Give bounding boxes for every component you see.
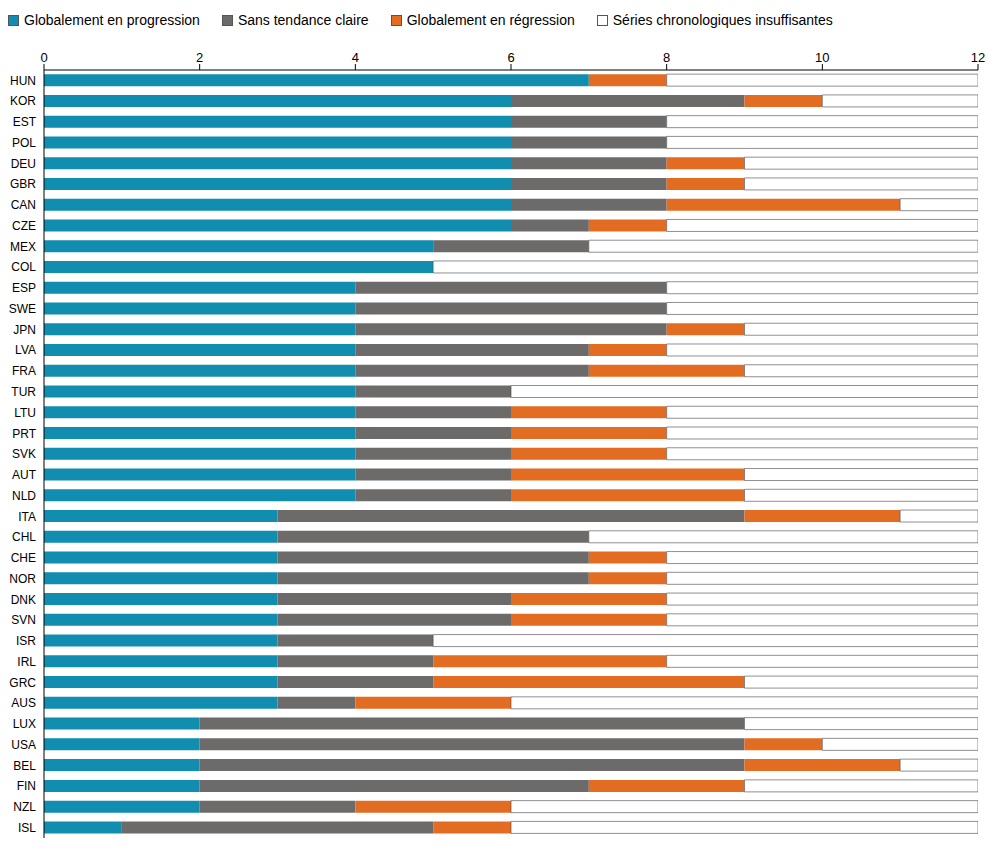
svg-text:12: 12	[971, 50, 985, 65]
svg-text:0: 0	[40, 50, 47, 65]
html-text:Séries chronologiques insuffis: Séries chronologiques insuffisantes	[612, 12, 833, 28]
svg-text:DEU: DEU	[11, 157, 36, 171]
svg-text:NLD: NLD	[12, 489, 36, 503]
svg-text:ITA: ITA	[18, 510, 36, 524]
svg-text:GBR: GBR	[10, 177, 36, 191]
svg-text:KOR: KOR	[10, 94, 36, 108]
svg-text:SWE: SWE	[9, 302, 36, 316]
svg-text:HUN: HUN	[10, 74, 36, 88]
svg-text:LTU: LTU	[14, 406, 36, 420]
svg-text:PRT: PRT	[12, 427, 36, 441]
svg-text:2: 2	[196, 50, 203, 65]
svg-text:POL: POL	[12, 136, 36, 150]
svg-text:8: 8	[663, 50, 670, 65]
svg-text:6: 6	[507, 50, 514, 65]
svg-text:USA: USA	[11, 738, 36, 752]
svg-text:SVK: SVK	[12, 447, 36, 461]
svg-text:CHE: CHE	[11, 551, 36, 565]
svg-text:EST: EST	[13, 115, 37, 129]
html-text:Globalement en progression: Globalement en progression	[24, 12, 200, 28]
svg-text:GRC: GRC	[9, 676, 36, 690]
svg-text:BEL: BEL	[13, 759, 36, 773]
svg-text:LUX: LUX	[13, 717, 36, 731]
html-text:Sans tendance claire: Sans tendance claire	[237, 12, 369, 28]
svg-text:TUR: TUR	[11, 385, 36, 399]
svg-text:CHL: CHL	[12, 530, 36, 544]
svg-text:ISR: ISR	[16, 634, 36, 648]
svg-text:AUS: AUS	[11, 696, 36, 710]
svg-text:NOR: NOR	[9, 572, 36, 586]
svg-text:IRL: IRL	[17, 655, 36, 669]
svg-text:4: 4	[352, 50, 359, 65]
svg-text:SVN: SVN	[11, 613, 36, 627]
svg-text:ESP: ESP	[12, 281, 36, 295]
svg-text:CAN: CAN	[11, 198, 36, 212]
svg-text:AUT: AUT	[12, 468, 37, 482]
html-text:Globalement en régression: Globalement en régression	[406, 12, 575, 28]
svg-text:LVA: LVA	[15, 343, 36, 357]
svg-text:FRA: FRA	[12, 364, 36, 378]
svg-text:MEX: MEX	[10, 240, 36, 254]
svg-text:10: 10	[815, 50, 829, 65]
svg-text:FIN: FIN	[17, 779, 36, 793]
svg-text:CZE: CZE	[12, 219, 36, 233]
svg-text:ISL: ISL	[18, 821, 36, 835]
svg-text:NZL: NZL	[13, 800, 36, 814]
svg-text:COL: COL	[11, 260, 36, 274]
svg-text:DNK: DNK	[11, 593, 36, 607]
svg-text:JPN: JPN	[13, 323, 36, 337]
